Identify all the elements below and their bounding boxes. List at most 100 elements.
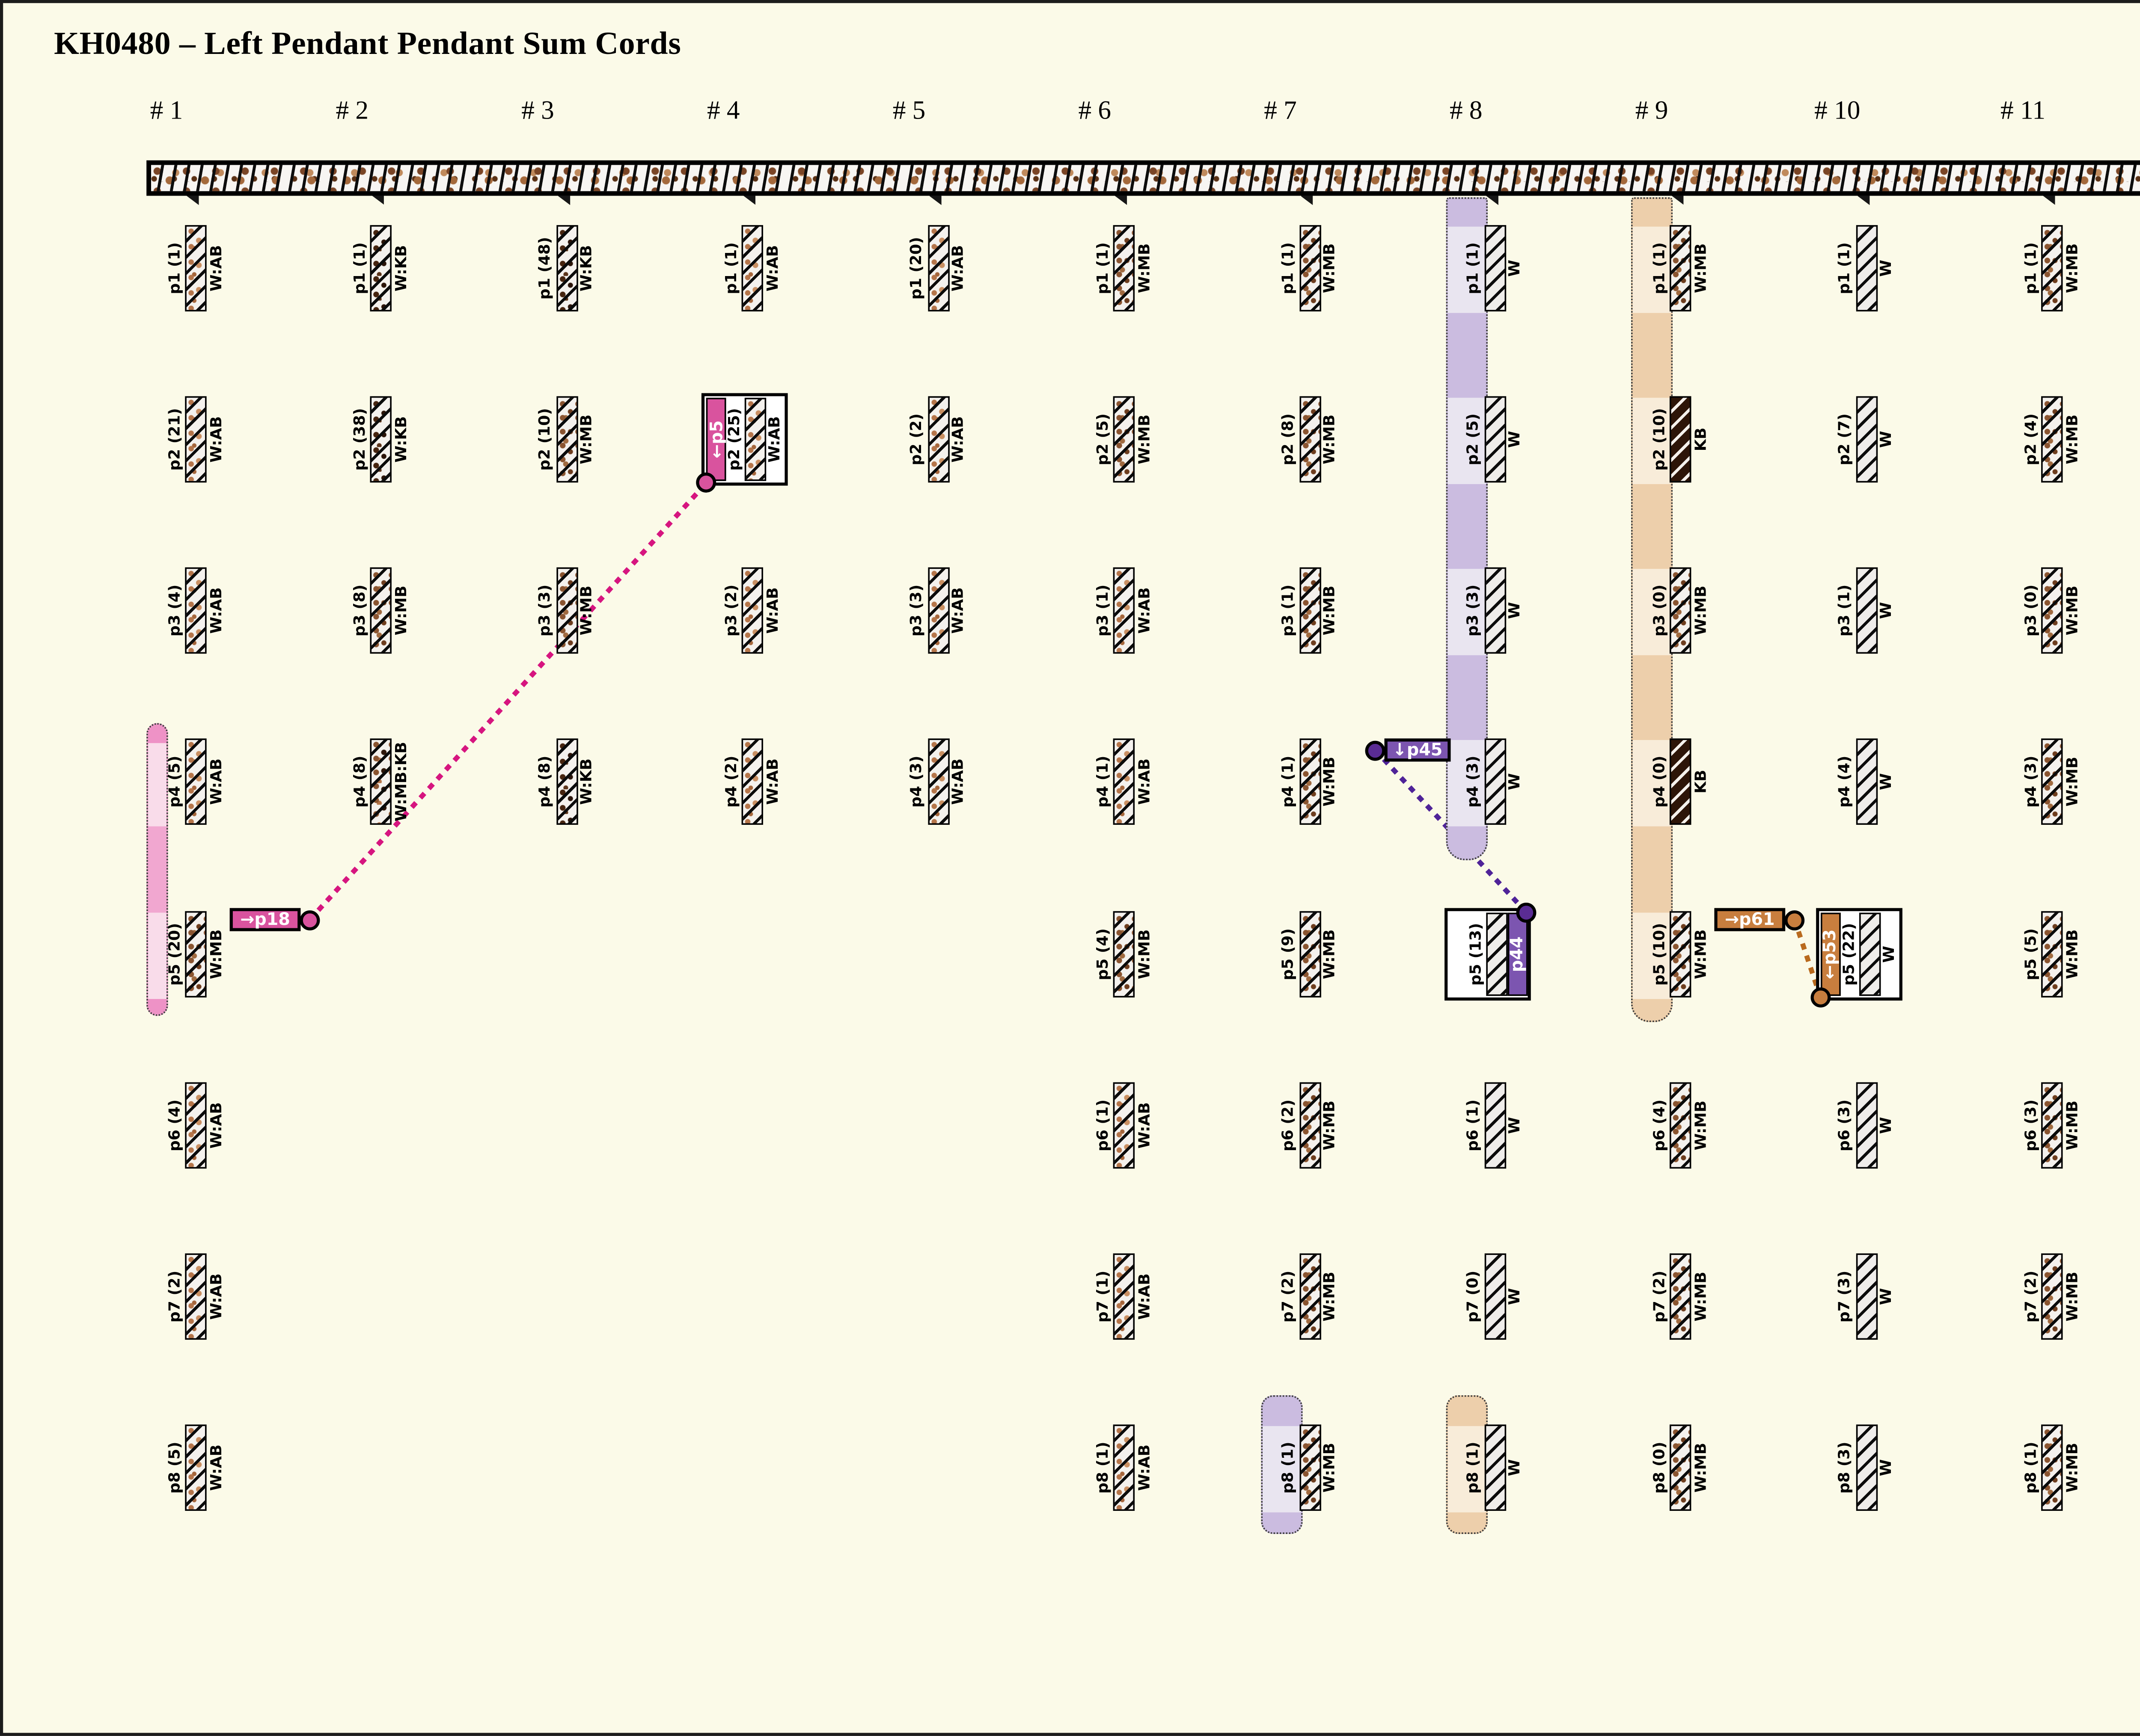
band-light-segment [148, 740, 167, 827]
cord-id-label: p3 (8) [351, 568, 371, 654]
cord-bar [1670, 1424, 1692, 1511]
cord-class-label-text: W:MB [579, 586, 597, 636]
band-light-segment [1633, 398, 1672, 485]
cord-bar [1855, 1082, 1878, 1168]
cord-class-label-text: W:AB [951, 416, 968, 463]
cord-cell-c9-p7: p7 (2) W:MB [1650, 1253, 1712, 1340]
cord-id-label: p3 (1) [1279, 568, 1299, 654]
cord-class-label: W [1506, 739, 1526, 826]
band-light-segment [1633, 740, 1672, 827]
cord-id-label-text: p1 (1) [1466, 242, 1483, 294]
cord-id-label-text: p6 (1) [1466, 1099, 1483, 1151]
cord-class-label: W:MB [2063, 568, 2083, 654]
cord-class-label-text: W:MB:KB [393, 742, 411, 822]
cord-class-label-text: W:AB [951, 588, 968, 634]
cord-bar [1299, 1082, 1321, 1168]
cord-class-label: W:MB [1320, 1253, 1340, 1340]
cord-id-label-text: p8 (1) [1466, 1442, 1483, 1494]
cord-bar [742, 225, 764, 312]
cord-id-label: p2 (5) [1093, 396, 1113, 483]
band-light-segment [1447, 398, 1486, 485]
cord-class-label: W:MB [1692, 910, 1712, 997]
cord-bar [2041, 568, 2063, 654]
cord-cell-c4-p3: p3 (2) W:AB [722, 568, 784, 654]
cord-class-label-text: W:AB [208, 588, 225, 634]
cord-class-label-text: W [1507, 259, 1525, 277]
cord-class-label-text: W [1507, 1116, 1525, 1134]
cord-id-label-text: p3 (1) [1280, 585, 1298, 637]
cord-class-label: W:AB [949, 225, 969, 312]
cord-class-label-text: W:KB [393, 416, 411, 463]
cord-id-label-text: p4 (3) [2023, 756, 2040, 809]
cord-id-label-text: p3 (3) [1466, 585, 1483, 637]
cord-class-label-text: W:AB [1136, 588, 1153, 634]
pendant-attachment-tick [1115, 196, 1127, 205]
cord-id-label: p5 (9) [1279, 910, 1299, 997]
cord-bar [742, 739, 764, 826]
cord-class-label-text: W:MB [1322, 586, 1339, 636]
sum-marker-label: ←p53 [1820, 912, 1840, 996]
cord-class-label: W:MB [1692, 225, 1712, 312]
cord-class-label: W:MB [1135, 910, 1155, 997]
cord-id-label-text: p6 (2) [1280, 1099, 1298, 1151]
cord-class-label: W:AB [207, 396, 227, 483]
cord-cell-c7-p5: p5 (9) W:MB [1279, 910, 1340, 997]
cord-class-label: W:AB [949, 396, 969, 483]
cord-class-label-text: W:MB [1693, 243, 1710, 293]
cord-id-label: p4 (1) [1093, 739, 1113, 826]
cord-class-label: W:MB [578, 568, 598, 654]
cord-class-label: W:MB [1320, 1424, 1340, 1511]
cord-bar [1859, 912, 1881, 996]
cord-bar [1299, 568, 1321, 654]
sum-marker-text: ←p5 [706, 420, 727, 459]
cord-class-label: W:AB [207, 225, 227, 312]
cord-cell-c11-p2: p2 (4) W:MB [2021, 396, 2083, 483]
cord-id-label: p2 (8) [1279, 396, 1299, 483]
band-light-segment [148, 912, 167, 999]
cord-id-label-text: p2 (38) [352, 408, 369, 471]
cord-bar [185, 568, 207, 654]
cord-bar [1484, 739, 1506, 826]
cord-bar [1113, 568, 1135, 654]
sum-frame-c8-p5: p5 (13) p44 [1444, 907, 1531, 1000]
band-light-segment [1447, 569, 1486, 656]
band-light-segment [1447, 226, 1486, 313]
cord-bar [742, 568, 764, 654]
sum-marker-label: p44 [1507, 912, 1528, 996]
cord-id-label: p2 (10) [1650, 396, 1670, 483]
cord-class-label-text: W [1507, 1288, 1525, 1305]
cord-id-label-text: p4 (2) [723, 756, 740, 809]
cord-class-label-text: W:MB [1693, 1271, 1710, 1322]
cord-cell-c7-p1: p1 (1) W:MB [1279, 225, 1340, 312]
cord-class-label-text: W:AB [1136, 759, 1153, 806]
cord-class-label: W:MB [207, 910, 227, 997]
cord-id-label: p3 (3) [907, 568, 927, 654]
cord-bar [1670, 225, 1692, 312]
cord-id-label-text: p5 (13) [1468, 922, 1486, 985]
cord-class-label-text: W:MB [393, 586, 411, 636]
cord-id-label: p4 (8) [351, 739, 371, 826]
cord-id-label: p6 (3) [2021, 1082, 2042, 1168]
cord-bar [1855, 1424, 1878, 1511]
cord-cell-c7-p7: p7 (2) W:MB [1279, 1253, 1340, 1340]
cord-id-label-text: p3 (0) [2023, 585, 2040, 637]
cord-class-label: W:AB [764, 225, 784, 312]
cord-cell-c11-p8: p8 (1) W:MB [2021, 1424, 2083, 1511]
cord-class-label: KB [1692, 396, 1712, 483]
cord-id-label: p8 (5) [165, 1424, 185, 1511]
cord-id-label: p8 (1) [1279, 1424, 1299, 1511]
cord-class-label: W [1506, 225, 1526, 312]
connector-lines-layer [308, 481, 1823, 998]
cord-bar [2041, 396, 2063, 483]
cord-class-label: W [1877, 1424, 1897, 1511]
cord-bar [1299, 225, 1321, 312]
band-light-segment [1447, 740, 1486, 827]
connector-dot-pointer-p61 [1784, 910, 1805, 930]
cord-class-label: W:MB [578, 396, 598, 483]
cord-class-label-text: W:MB [1322, 243, 1339, 293]
cord-bar [556, 396, 578, 483]
cord-id-label: p7 (2) [2021, 1253, 2042, 1340]
cord-bar [927, 225, 949, 312]
cord-class-label: W [1506, 396, 1526, 483]
cord-class-label: W:KB [392, 396, 412, 483]
